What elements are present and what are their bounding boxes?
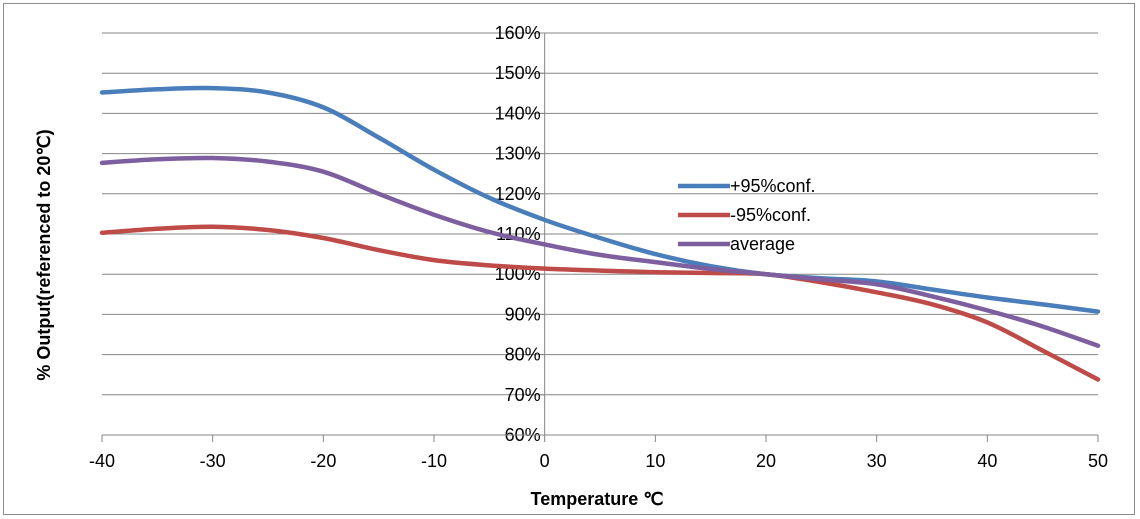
y-tick-label: 140% xyxy=(495,103,541,123)
x-tick-label: 10 xyxy=(645,451,665,471)
gridlines xyxy=(102,32,1098,436)
x-tick-label: 30 xyxy=(867,451,887,471)
y-tick-label: 150% xyxy=(495,63,541,83)
series-line-average xyxy=(99,155,1101,349)
y-tick-label: 120% xyxy=(495,184,541,204)
x-tick-label: -30 xyxy=(200,451,226,471)
x-tick-label: -40 xyxy=(89,451,115,471)
y-tick-label: 130% xyxy=(495,144,541,164)
y-axis-title: % Output(referenced to 20℃) xyxy=(34,129,54,380)
legend: +95%conf. -95%conf. average xyxy=(678,176,816,254)
legend-label-95-conf: -95%conf. xyxy=(730,205,811,225)
legend-label-average: average xyxy=(730,234,795,254)
series-lines xyxy=(99,85,1101,382)
legend-label-95-conf: +95%conf. xyxy=(730,176,816,196)
x-tick-label: 50 xyxy=(1088,451,1108,471)
axes: 60%70%80%90%100%110%120%130%140%150%160%… xyxy=(89,23,1108,471)
x-tick-label: -10 xyxy=(421,451,447,471)
x-tick-label: 20 xyxy=(756,451,776,471)
x-tick-label: 0 xyxy=(540,451,550,471)
x-tick-label: 40 xyxy=(977,451,997,471)
y-tick-label: 80% xyxy=(505,345,541,365)
y-tick-label: 160% xyxy=(495,23,541,43)
x-tick-label: -20 xyxy=(310,451,336,471)
series-line-95-conf xyxy=(99,85,1101,314)
series-line-95-conf xyxy=(99,224,1101,382)
x-axis-title: Temperature ℃ xyxy=(531,489,664,509)
y-tick-label: 70% xyxy=(505,385,541,405)
y-tick-label: 90% xyxy=(505,304,541,324)
